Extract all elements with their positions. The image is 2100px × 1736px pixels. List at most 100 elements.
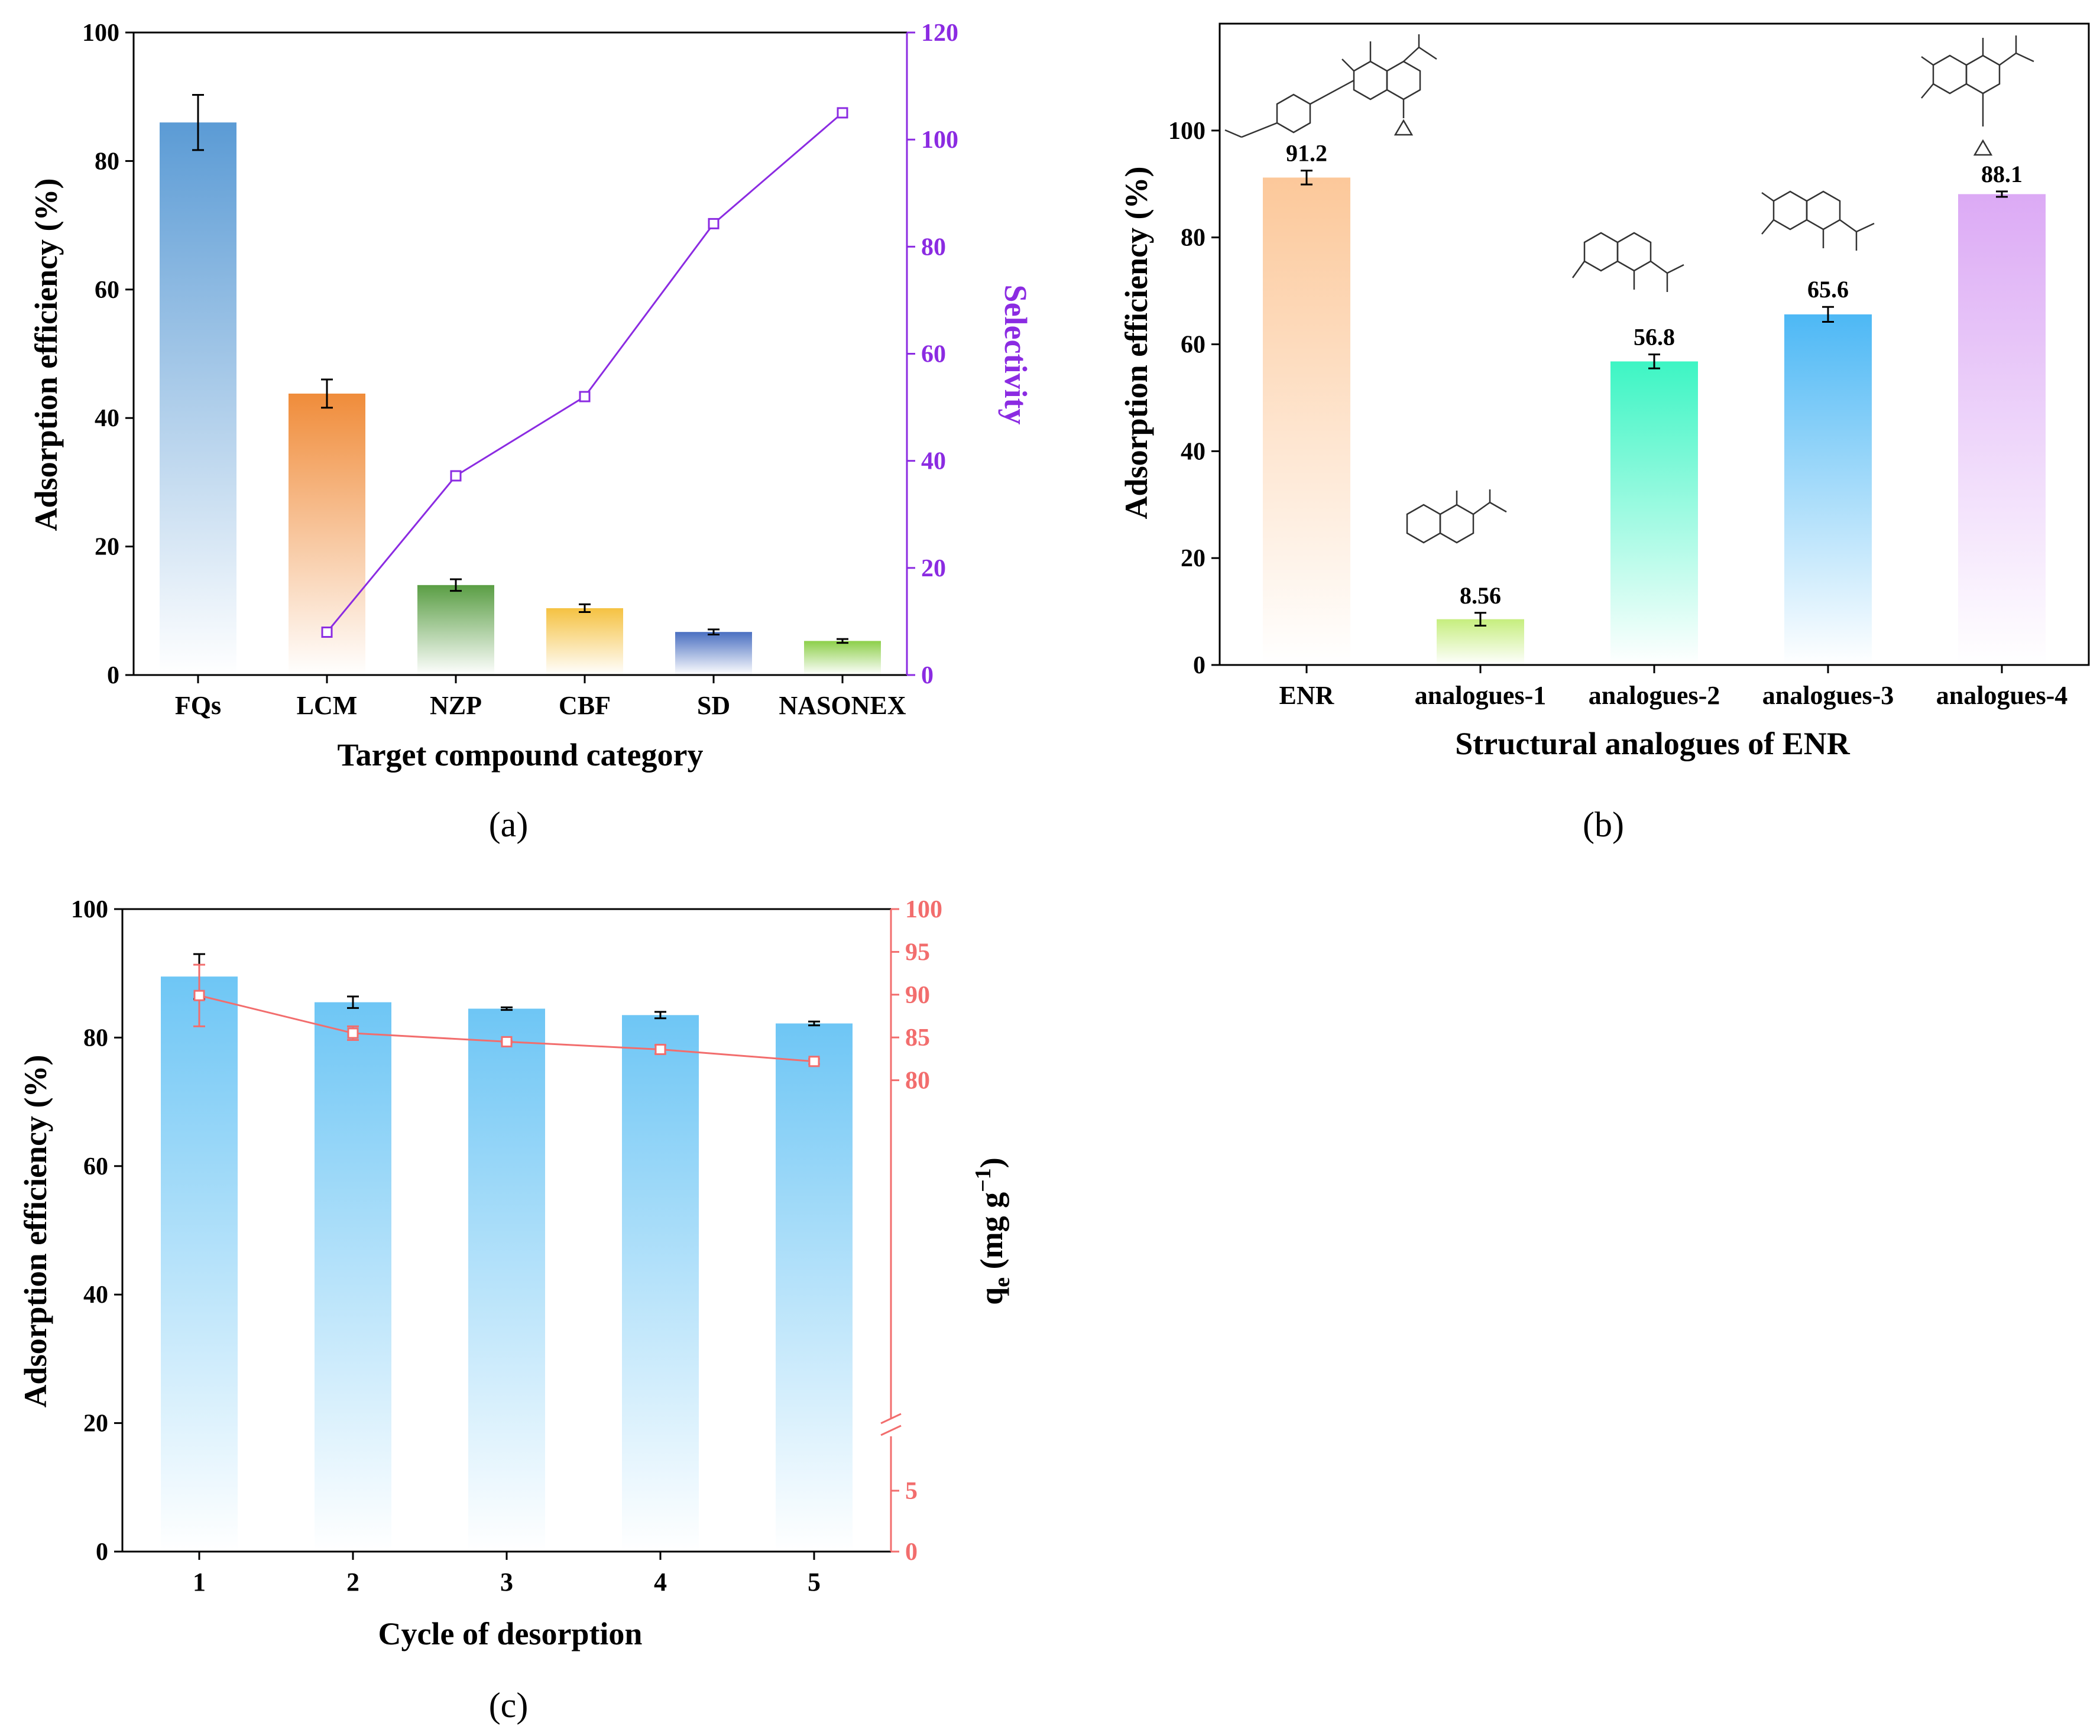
a-bar-sd — [675, 632, 752, 675]
c-bars — [161, 953, 853, 1552]
b-value-label: 91.2 — [1286, 140, 1327, 167]
c-y2-label-end: ) — [974, 1157, 1009, 1168]
b-value-label: 65.6 — [1807, 276, 1849, 303]
c-y2tick-label: 95 — [905, 939, 930, 966]
c-bar-cycle-1 — [161, 976, 238, 1552]
analogue-1-structure — [1406, 489, 1507, 544]
c-errorbar-cycle-2 — [347, 995, 359, 1009]
b-bar-enr — [1263, 177, 1350, 665]
b-bar-analogues-3 — [1784, 314, 1872, 665]
b-xtick-label: analogues-1 — [1415, 681, 1546, 710]
a-x-axis-ticks: FQs LCM NZP CBF SD NASONEX — [175, 675, 906, 720]
b-value-label: 56.8 — [1634, 324, 1675, 351]
a-left-axis-ticks: 0 20 40 60 80 100 — [82, 20, 134, 689]
a-xtick-label: CBF — [559, 691, 611, 720]
b-xtick-label: analogues-2 — [1589, 681, 1720, 710]
a-selectivity-point-nasonex — [837, 107, 848, 119]
c-xtick-label: 1 — [193, 1568, 206, 1597]
c-y2tick-label: 80 — [905, 1067, 930, 1095]
a-errorbar-fqs — [192, 93, 204, 151]
c-errorbar-cycle-3 — [501, 1006, 513, 1011]
c-y2-label-unit: (mg g — [974, 1192, 1009, 1277]
b-ytick-label: 60 — [1181, 332, 1205, 359]
a-errorbar-nasonex — [837, 638, 848, 644]
b-errorbar-analogues-2 — [1648, 353, 1660, 369]
b-x-axis-label: Structural analogues of ENR — [1455, 726, 1851, 761]
a-selectivity-point-nzp — [450, 470, 462, 482]
a-y-axis-label: Adsorption efficiency (%) — [28, 179, 64, 531]
c-qe-point-cycle-5 — [808, 1056, 820, 1067]
c-errorbar-cycle-5 — [808, 1020, 820, 1027]
c-y2-label-sup: −1 — [971, 1168, 996, 1192]
c-y2tick-label: 100 — [905, 896, 942, 923]
b-errorbar-analogues-3 — [1822, 306, 1834, 323]
c-y2tick-label: 5 — [905, 1478, 918, 1505]
c-panel-label: (c) — [489, 1686, 529, 1725]
a-selectivity-point-sd — [708, 218, 720, 229]
c-qe-point-cycle-3 — [501, 1036, 513, 1047]
analogue-4-structure — [1921, 35, 2034, 156]
b-ytick-label: 0 — [1193, 652, 1205, 679]
enr-structure — [1224, 34, 1437, 138]
a-xtick-label: NASONEX — [779, 691, 906, 720]
b-value-label: 8.56 — [1460, 582, 1501, 609]
c-y2-axis-label: qe (mg g−1) — [971, 1157, 1015, 1305]
analogue-2-structure — [1571, 232, 1684, 292]
a-ytick-label: 60 — [95, 277, 119, 304]
b-ytick-label: 100 — [1168, 118, 1205, 145]
b-errorbar-enr — [1301, 170, 1312, 186]
b-bar-analogues-1 — [1437, 619, 1524, 665]
a-errorbar-lcm — [321, 378, 333, 409]
panel-c: 0 20 40 60 80 100 80 85 90 95 100 0 5 1 2 3 4 5 Adsorpt… — [18, 896, 1015, 1725]
a-x-axis-label: Target compound category — [338, 737, 704, 773]
c-bar-cycle-4 — [622, 1015, 699, 1552]
b-errorbar-analogues-1 — [1474, 612, 1486, 627]
c-xtick-label: 4 — [654, 1568, 667, 1597]
c-ytick-label: 80 — [83, 1024, 108, 1052]
a-right-axis-ticks: 0 20 40 60 80 100 120 — [907, 20, 958, 689]
a-xtick-label: FQs — [175, 691, 221, 720]
c-qe-point-cycle-4 — [654, 1043, 666, 1055]
c-ytick-label: 60 — [83, 1153, 108, 1180]
b-bar-analogues-2 — [1610, 361, 1698, 665]
b-panel-label: (b) — [1583, 805, 1624, 844]
a-bar-fqs — [160, 122, 236, 675]
b-bar-analogues-4 — [1958, 194, 2046, 665]
a-y2tick-label: 40 — [921, 448, 946, 475]
b-bars: 91.2 8.56 56.8 65.6 88.1 — [1263, 140, 2046, 665]
a-ytick-label: 0 — [107, 662, 119, 689]
a-y2tick-label: 20 — [921, 555, 946, 582]
a-bars — [160, 93, 881, 675]
c-ytick-label: 0 — [96, 1539, 108, 1566]
c-right-axis-ticks: 80 85 90 95 100 0 5 — [891, 896, 942, 1566]
a-xtick-label: LCM — [297, 691, 358, 720]
b-errorbar-analogues-4 — [1996, 190, 2008, 198]
a-y2tick-label: 60 — [921, 341, 946, 368]
c-ytick-label: 40 — [83, 1281, 108, 1309]
a-errorbar-nzp — [450, 578, 462, 592]
a-ytick-label: 20 — [95, 534, 119, 561]
a-xtick-label: NZP — [430, 691, 482, 720]
b-x-axis-ticks: ENR analogues-1 analogues-2 analogues-3 anal… — [1279, 665, 2067, 710]
c-xtick-label: 2 — [346, 1568, 359, 1597]
a-ytick-label: 80 — [95, 148, 119, 175]
analogue-3-structure — [1761, 190, 1875, 251]
c-x-axis-ticks: 1 2 3 4 5 — [193, 1552, 821, 1597]
c-bar-cycle-3 — [468, 1008, 545, 1552]
panel-b: 91.2 8.56 56.8 65.6 88.1 0 20 40 60 80 100 ENR ana… — [1119, 22, 2090, 844]
c-x-axis-label: Cycle of desorption — [378, 1616, 643, 1651]
b-value-label: 88.1 — [1981, 161, 2023, 187]
c-xtick-label: 3 — [500, 1568, 513, 1597]
b-left-axis-ticks: 0 20 40 60 80 100 — [1168, 118, 1220, 679]
a-y2tick-label: 120 — [921, 20, 958, 47]
a-bar-cbf — [546, 608, 623, 675]
a-selectivity-point-cbf — [579, 391, 591, 403]
c-ytick-label: 100 — [71, 896, 108, 923]
a-y2tick-label: 80 — [921, 233, 946, 261]
a-y2tick-label: 100 — [921, 126, 958, 154]
c-y2-label-sub: e — [990, 1277, 1015, 1287]
c-bar-cycle-2 — [315, 1002, 391, 1552]
b-y-axis-label: Adsorption efficiency (%) — [1119, 167, 1154, 520]
a-errorbar-cbf — [579, 603, 591, 613]
a-ytick-label: 40 — [95, 405, 119, 432]
